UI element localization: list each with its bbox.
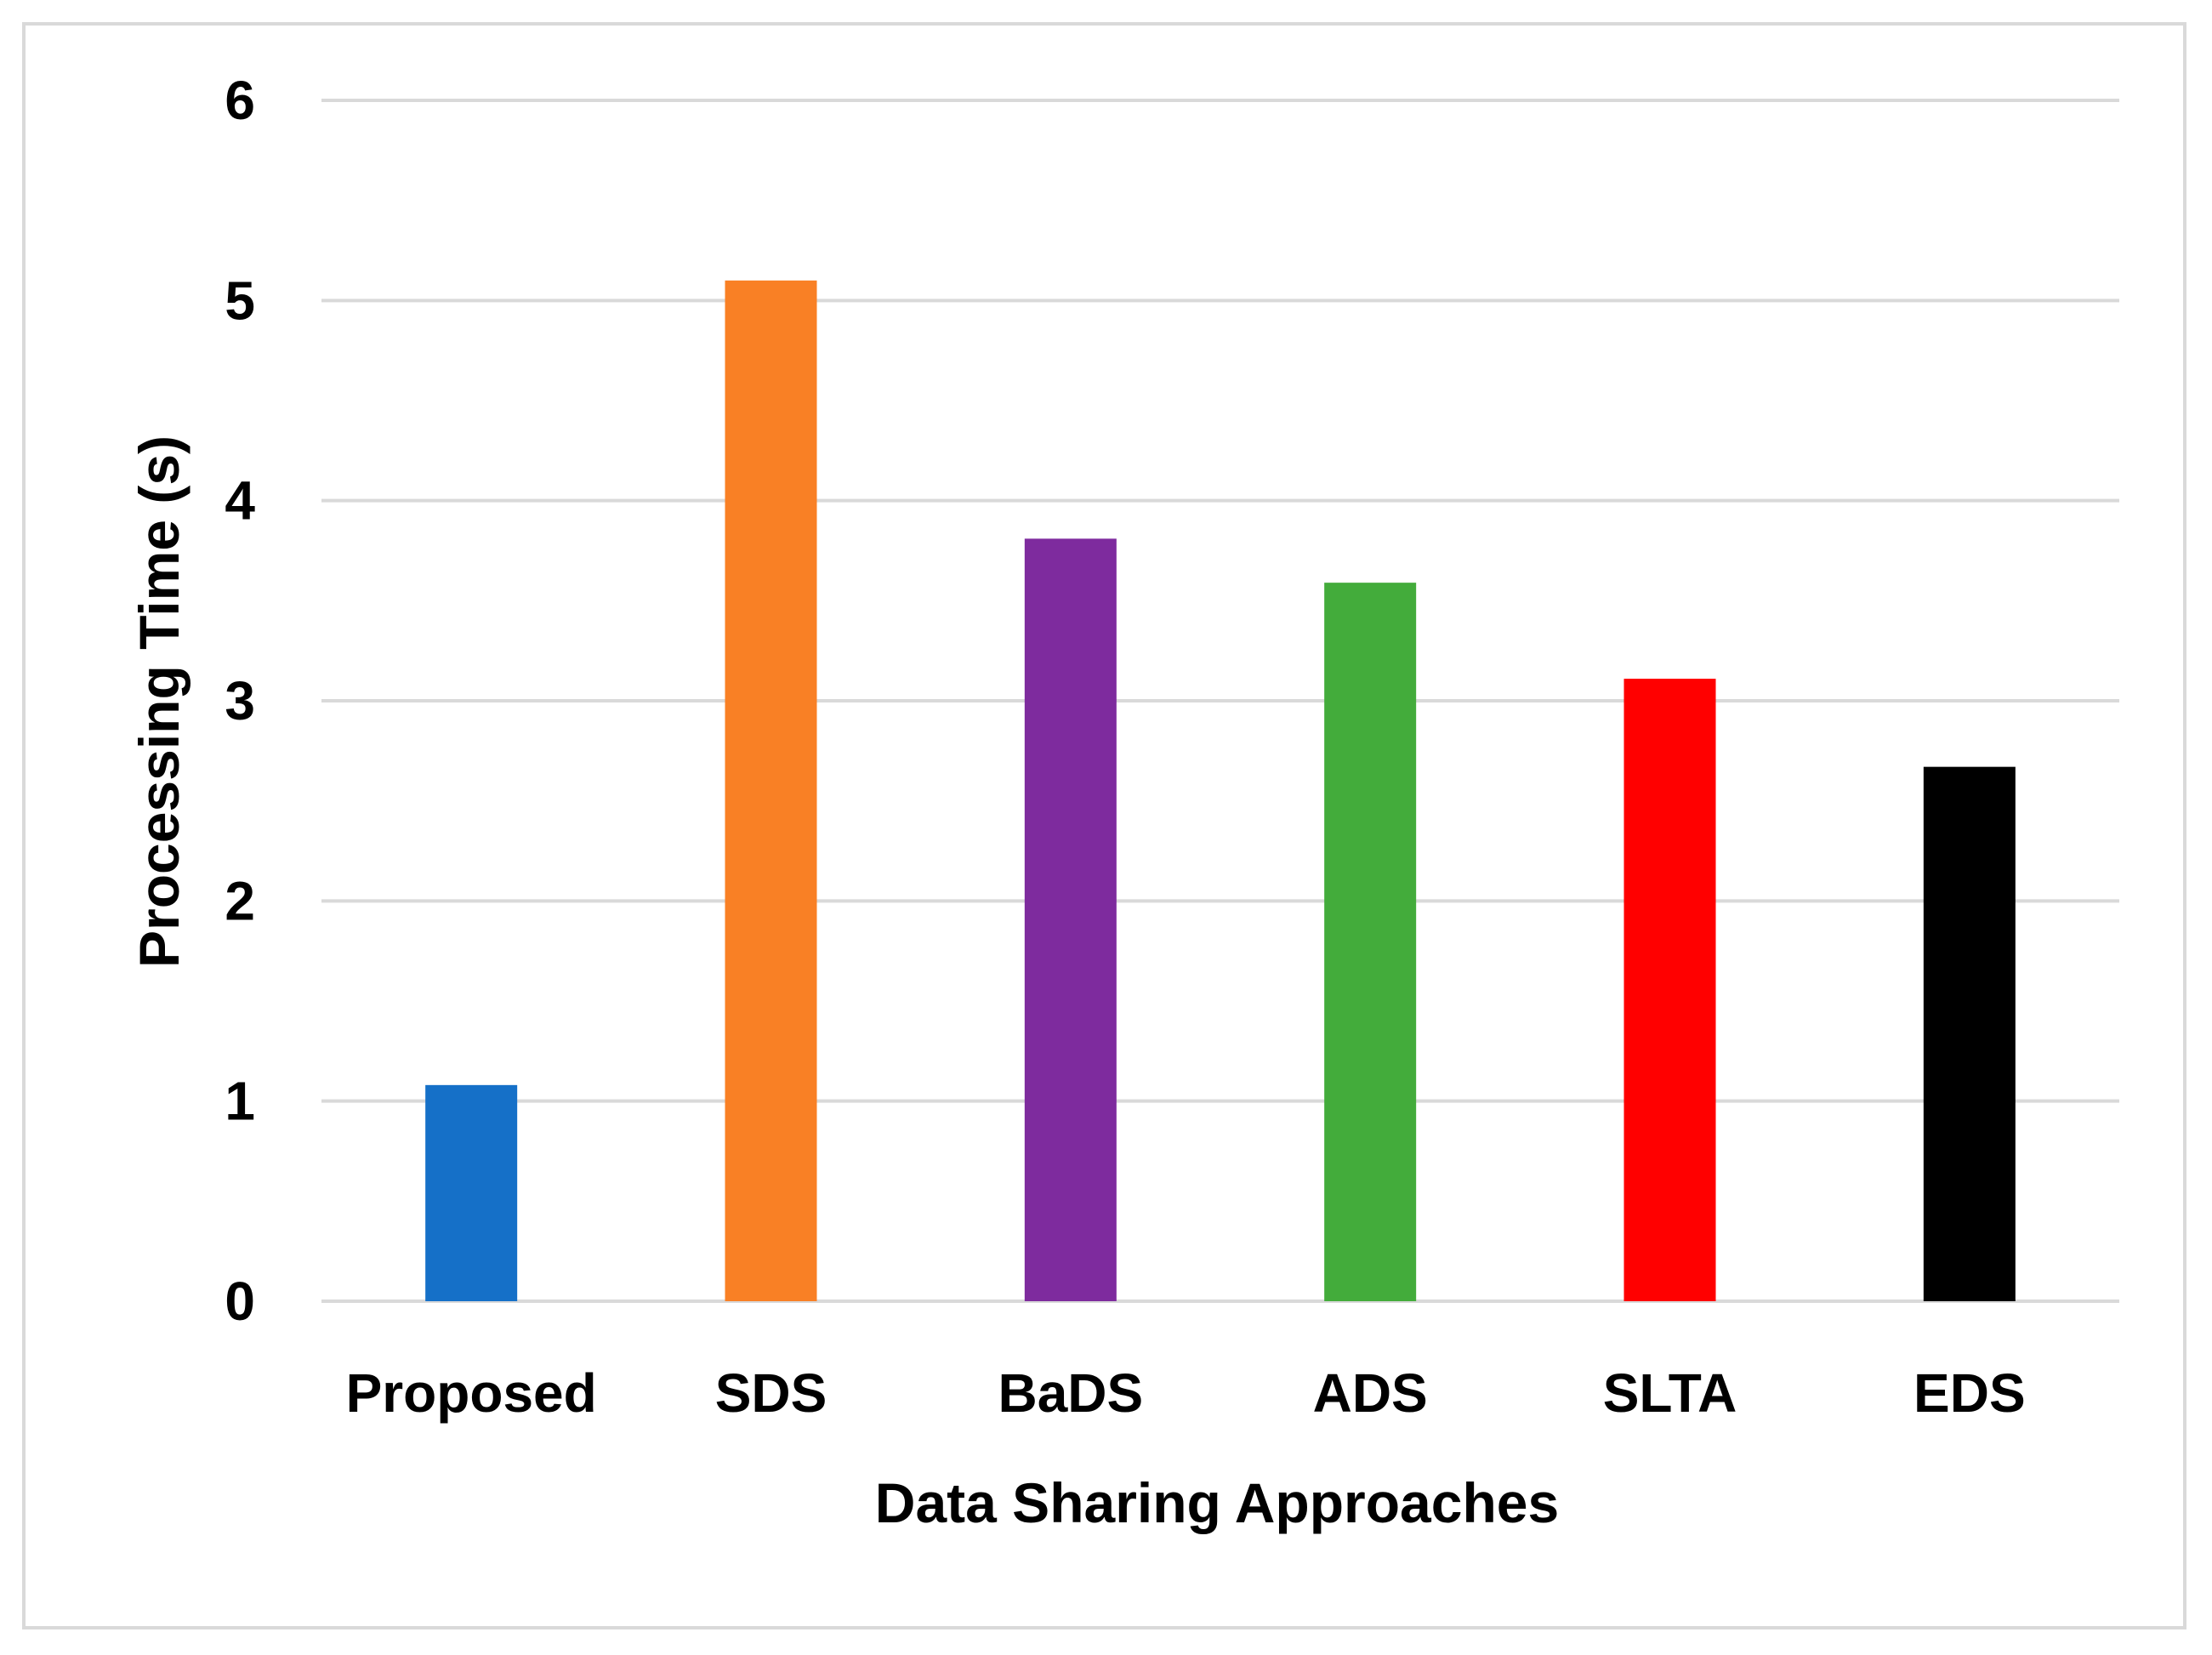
y-tick-label: 5 (225, 270, 255, 331)
x-axis-title: Data Sharing Approaches (875, 1471, 1559, 1534)
bar-proposed (425, 1084, 518, 1301)
y-tick-label: 6 (225, 70, 255, 131)
bar-bads (1024, 538, 1117, 1301)
gridlines (321, 99, 2119, 1303)
y-tick-labels: 0 1 2 3 4 5 6 (225, 70, 255, 1332)
x-tick-label-proposed: Proposed (346, 1362, 597, 1424)
y-tick-label: 2 (225, 870, 255, 931)
y-tick-label: 4 (225, 470, 255, 532)
x-tick-label-ads: ADS (1313, 1362, 1428, 1424)
x-tick-label-bads: BaDS (998, 1362, 1143, 1424)
y-tick-label: 1 (225, 1071, 255, 1132)
x-tick-label-sds: SDS (715, 1362, 827, 1424)
y-tick-label: 0 (225, 1271, 255, 1332)
x-tick-label-eds: EDS (1913, 1362, 2026, 1424)
y-tick-label: 3 (225, 670, 255, 731)
x-tick-labels: Proposed SDS BaDS ADS SLTA EDS (346, 1362, 2026, 1424)
bars (425, 280, 2016, 1301)
bar-slta (1623, 679, 1716, 1301)
bar-ads (1324, 583, 1417, 1301)
bar-sds (725, 280, 817, 1301)
bar-eds (1923, 766, 2016, 1301)
y-axis-title: Processing Time (s) (128, 435, 190, 968)
x-tick-label-slta: SLTA (1603, 1362, 1737, 1424)
